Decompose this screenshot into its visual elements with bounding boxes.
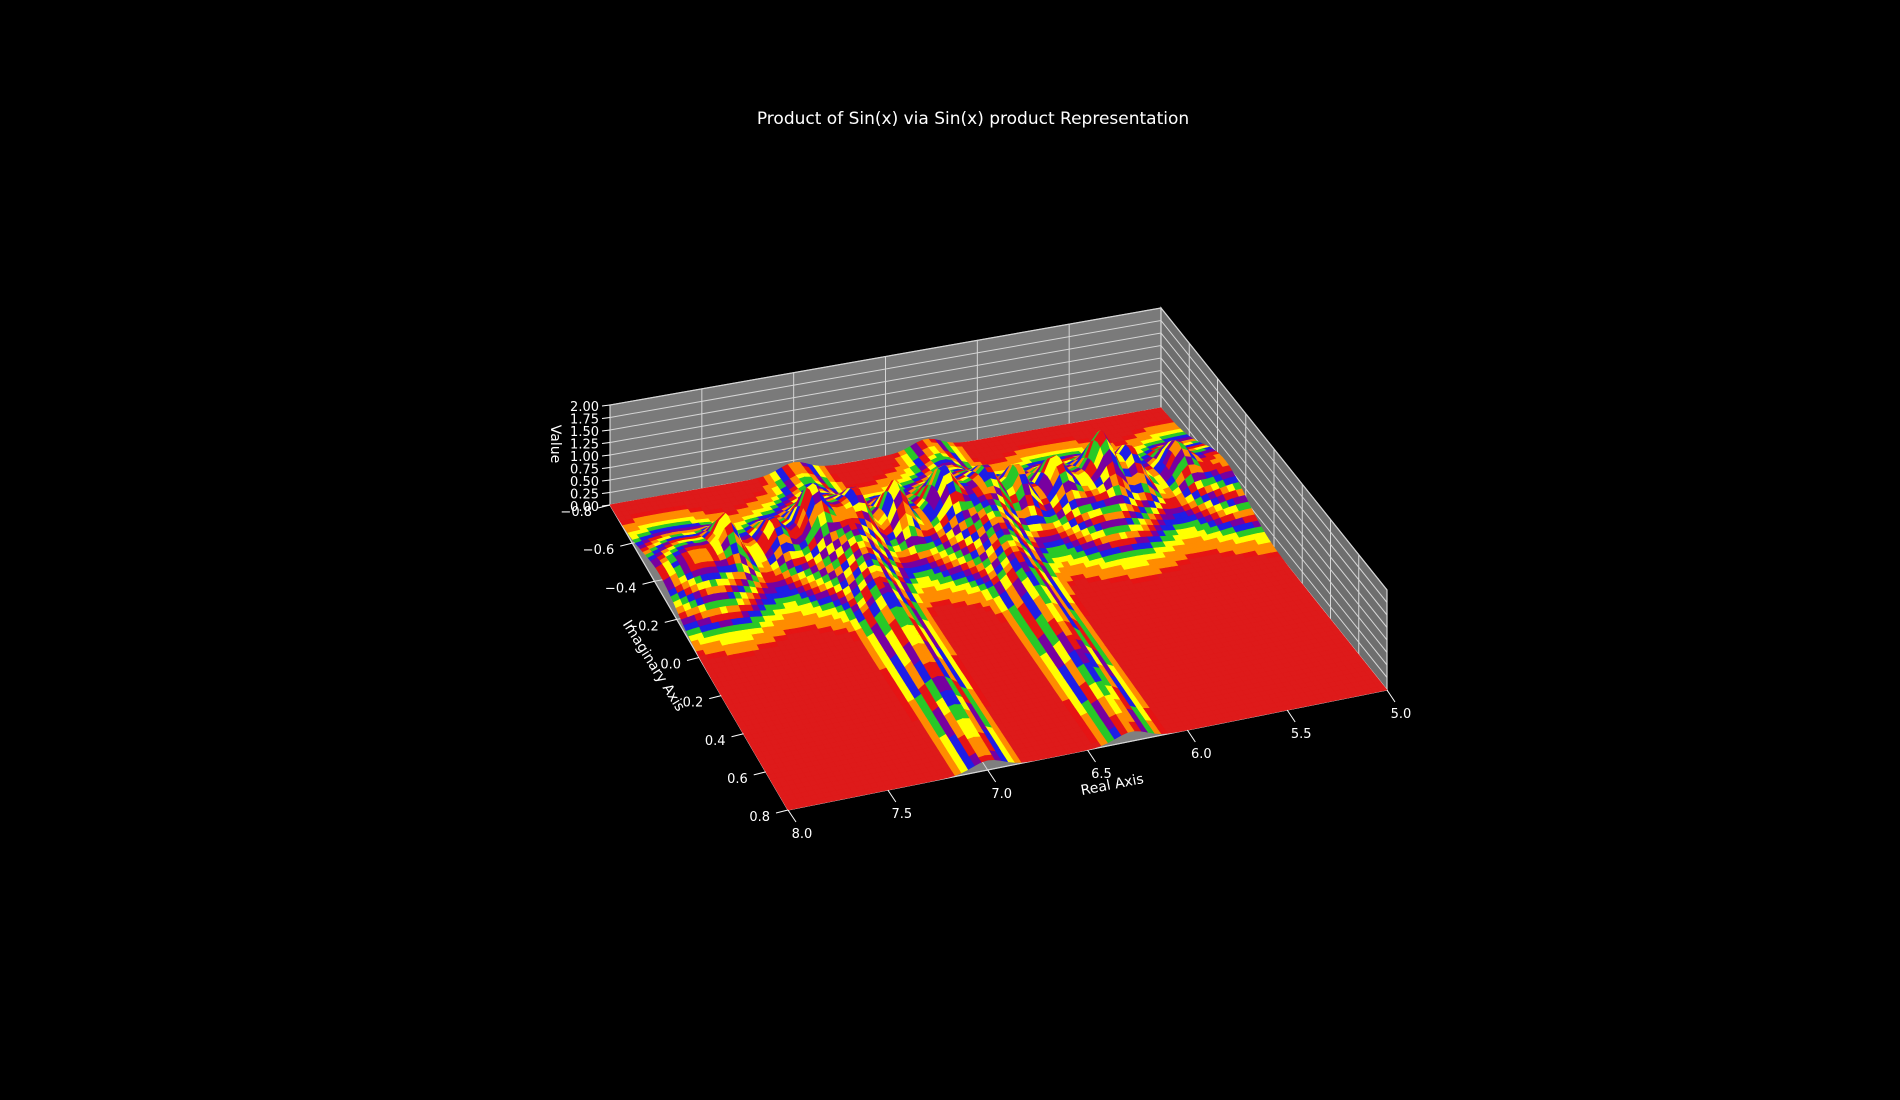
chart-title: Product of Sin(x) via Sin(x) product Rep…	[757, 109, 1189, 129]
surface-mesh	[609, 407, 1388, 811]
grid-line-z	[609, 319, 1388, 603]
grid-line-z	[609, 332, 1388, 616]
grid-line-z	[609, 344, 1388, 628]
grid-line-z	[609, 382, 1388, 666]
grid-line-z	[609, 357, 1388, 641]
grid-line-z	[609, 307, 1388, 591]
grid-line-z	[609, 369, 1388, 653]
grid-line-z	[609, 394, 1388, 678]
